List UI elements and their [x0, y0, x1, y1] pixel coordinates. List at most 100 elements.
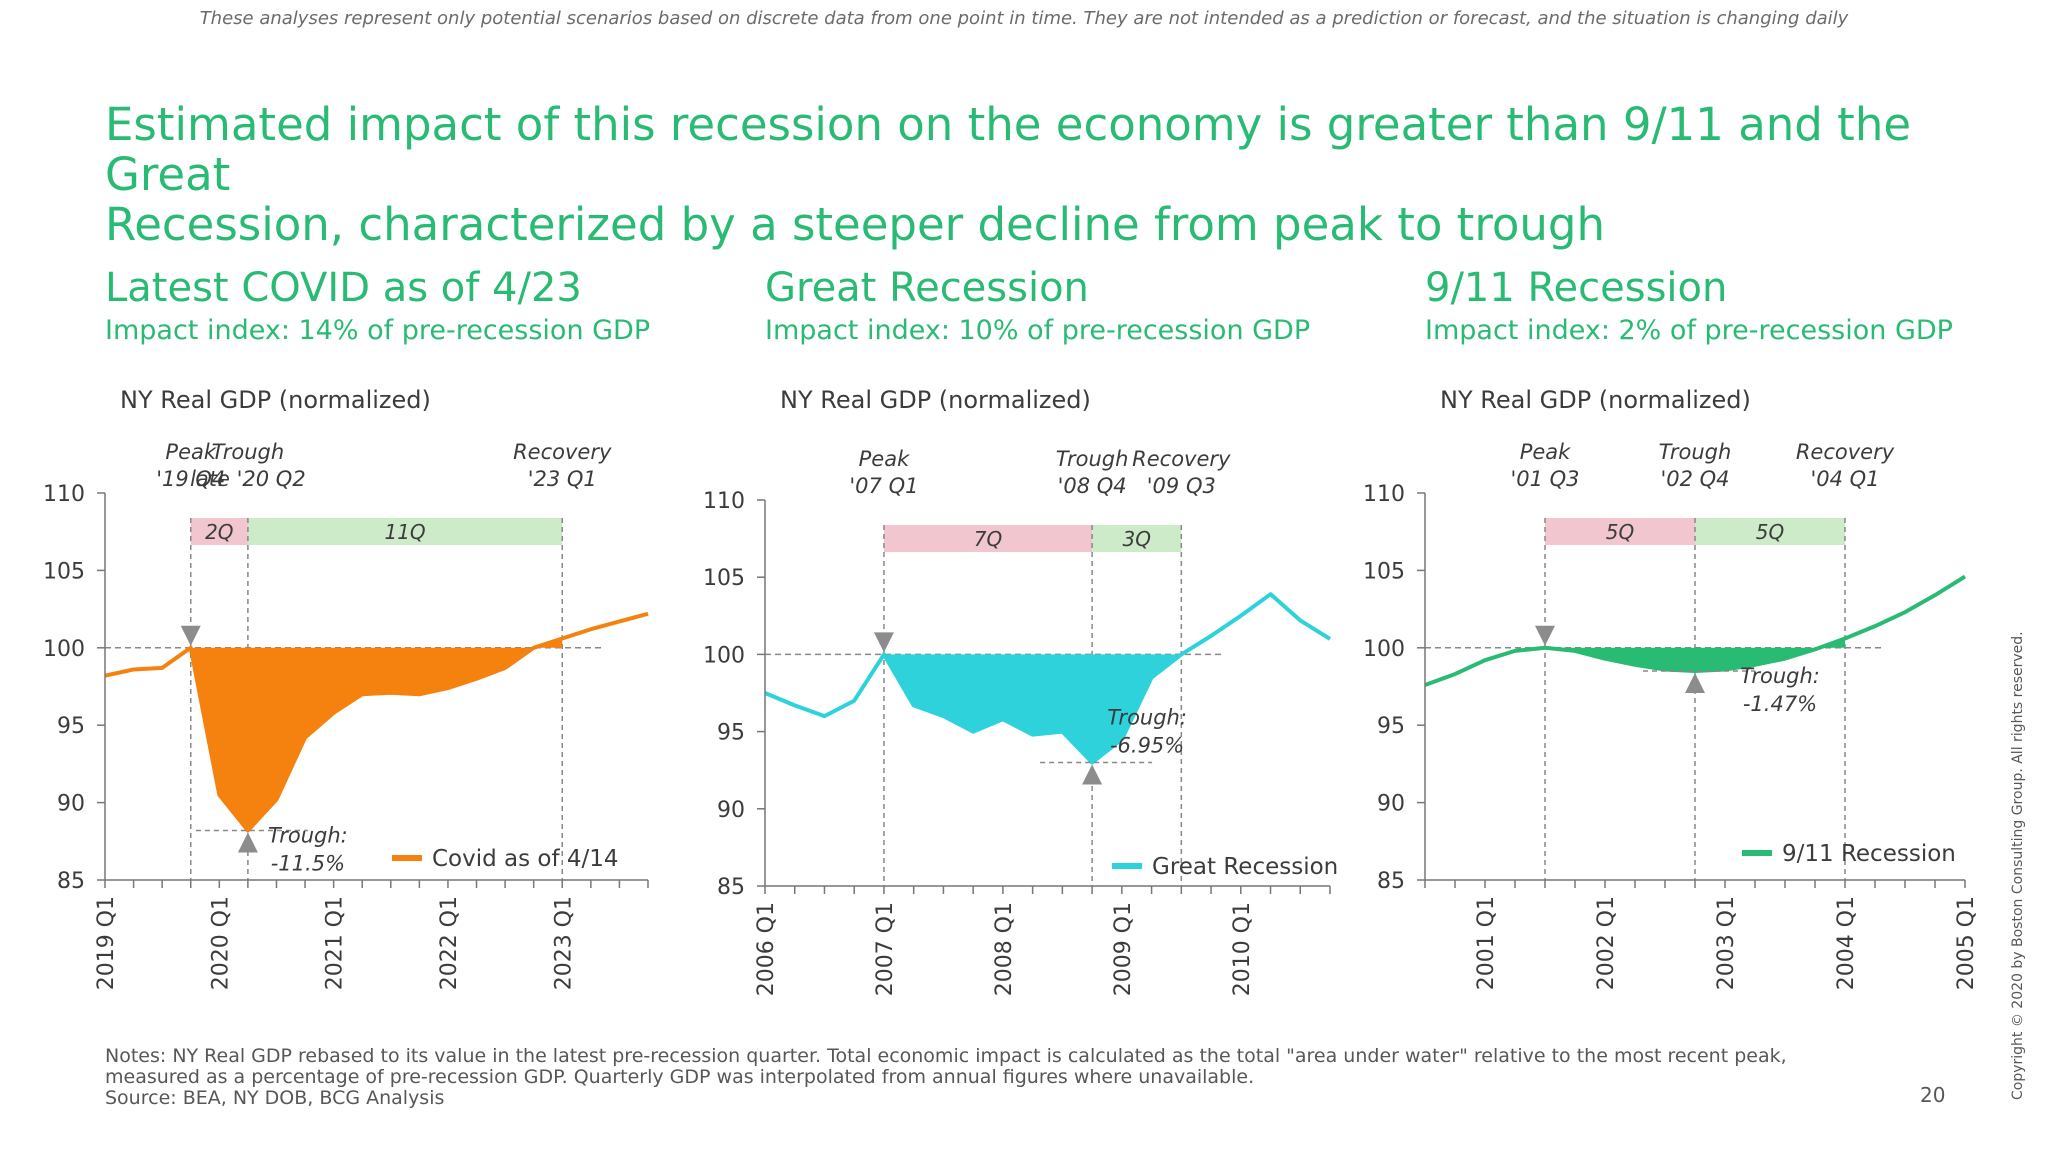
covid-y-tick-label: 105	[43, 559, 85, 584]
911-y-tick-label: 85	[1377, 869, 1405, 894]
great-recession-series-line	[764, 592, 1332, 765]
911-marker-date-0: '01 Q3	[1510, 467, 1579, 491]
great-recession-trough-label: Trough:	[1107, 705, 1187, 729]
covid-x-tick-label: 2023 Q1	[551, 896, 576, 990]
source-line: Source: BEA, NY DOB, BCG Analysis	[105, 1087, 445, 1109]
911-y-tick-label: 100	[1363, 637, 1405, 662]
911-duration-bar-decline	[1545, 518, 1695, 545]
great-recession-area-under-water	[883, 654, 1182, 763]
911-marker-date-2: '04 Q1	[1810, 467, 1879, 491]
great-recession-x-tick-label: 2008 Q1	[992, 902, 1017, 996]
great-recession-marker-date-0: '07 Q1	[849, 474, 918, 498]
great-recession-y-tick-label: 95	[717, 721, 745, 746]
great-recession-x-tick-label: 2009 Q1	[1111, 902, 1136, 996]
covid-marker-date-0: '19 Q4	[156, 467, 225, 491]
911-y-tick-label: 95	[1377, 714, 1405, 739]
great-recession-duration-bar-recovery	[1092, 525, 1182, 552]
911-marker-title-2: Recovery	[1796, 440, 1895, 464]
great-recession-x-tick-label: 2007 Q1	[873, 902, 898, 996]
axis-title-covid: NY Real GDP (normalized)	[120, 386, 431, 414]
covid-y-tick-label: 90	[57, 792, 85, 817]
911-x-tick-label: 2004 Q1	[1834, 896, 1859, 990]
great-recession-y-tick-label: 90	[717, 798, 745, 823]
covid-duration-label-recovery: 11Q	[384, 520, 425, 544]
notes: Notes: NY Real GDP rebased to its value …	[105, 1046, 1925, 1109]
great-recession-y-tick-label: 85	[717, 875, 745, 900]
911-marker-title-1: Trough	[1659, 440, 1732, 464]
great-recession-marker-date-2: '09 Q3	[1147, 474, 1216, 498]
great-recession-peak-triangle	[873, 632, 894, 653]
covid-marker-title-2: Recovery	[513, 440, 612, 464]
covid-trough-label: Trough:	[268, 823, 348, 847]
covid-duration-label-decline: 2Q	[205, 520, 233, 544]
911-legend-label: 9/11 Recession	[1782, 841, 1956, 867]
911-y-tick-label: 110	[1363, 482, 1405, 507]
covid-x-tick-label: 2021 Q1	[323, 896, 348, 990]
covid-trough-value: -11.5%	[271, 851, 345, 875]
911-area-under-water	[1545, 638, 1845, 672]
covid-x-tick-label: 2022 Q1	[437, 896, 462, 990]
great-recession-y-tick-label: 110	[703, 489, 745, 514]
covid-y-tick-label: 85	[57, 869, 85, 894]
axis-title-911: NY Real GDP (normalized)	[1440, 386, 1751, 414]
911-duration-label-decline: 5Q	[1606, 520, 1634, 544]
great-recession-marker-title-2: Recovery	[1132, 447, 1231, 471]
911-marker-title-0: Peak	[1520, 440, 1571, 464]
911-marker-date-1: '02 Q4	[1660, 467, 1729, 491]
great-recession-duration-label-recovery: 3Q	[1122, 527, 1150, 551]
911-x-tick-label: 2005 Q1	[1954, 896, 1979, 990]
911-duration-label-recovery: 5Q	[1756, 520, 1784, 544]
covid-duration-bar-decline	[190, 518, 248, 545]
covid-y-tick-label: 110	[43, 482, 85, 507]
covid-duration-bar-recovery	[247, 518, 563, 545]
covid-x-tick-label: 2019 Q1	[94, 896, 119, 990]
covid-trough-triangle	[237, 832, 258, 853]
page-title-line-1: Estimated impact of this recession on th…	[105, 98, 1912, 201]
covid-y-tick-label: 95	[57, 714, 85, 739]
panel-subtitle-911: Impact index: 2% of pre-recession GDP	[1425, 315, 1953, 346]
great-recession-y-tick-label: 100	[703, 643, 745, 668]
page-title-line-2: Recession, characterized by a steeper de…	[105, 198, 1605, 251]
covid-peak-triangle	[180, 625, 201, 646]
911-duration-bar-recovery	[1695, 518, 1845, 545]
great-recession-x-tick-label: 2006 Q1	[754, 902, 779, 996]
panel-title-covid: Latest COVID as of 4/23	[105, 265, 582, 311]
disclaimer: These analyses represent only potential …	[199, 8, 1849, 29]
great-recession-marker-title-1: Trough	[1056, 447, 1129, 471]
great-recession-x-tick-label: 2010 Q1	[1230, 902, 1255, 996]
911-x-tick-label: 2002 Q1	[1594, 896, 1619, 990]
911-y-tick-label: 105	[1363, 559, 1405, 584]
great-recession-trough-value: -6.95%	[1110, 733, 1184, 757]
covid-marker-title-0: Peak	[165, 440, 216, 464]
covid-marker-date-1: late '20 Q2	[190, 467, 306, 491]
covid-y-tick-label: 100	[43, 637, 85, 662]
page-number: 20	[1920, 1083, 1946, 1107]
great-recession-duration-label-decline: 7Q	[974, 527, 1002, 551]
notes-line-2: measured as a percentage of pre-recessio…	[105, 1066, 1255, 1088]
covid-x-tick-label: 2020 Q1	[208, 896, 233, 990]
page-title: Estimated impact of this recession on th…	[105, 100, 1965, 250]
great-recession-marker-date-1: '08 Q4	[1058, 474, 1127, 498]
911-x-tick-label: 2003 Q1	[1714, 896, 1739, 990]
covid-marker-date-2: '23 Q1	[528, 467, 597, 491]
911-trough-value: -1.47%	[1743, 692, 1817, 716]
911-series-line	[1424, 574, 1967, 687]
panel-title-911: 9/11 Recession	[1425, 265, 1728, 311]
911-y-tick-label: 90	[1377, 792, 1405, 817]
911-trough-triangle	[1685, 673, 1705, 694]
panel-subtitle-great-recession: Impact index: 10% of pre-recession GDP	[765, 315, 1311, 346]
great-recession-y-tick-label: 105	[703, 566, 745, 591]
notes-line-1: Notes: NY Real GDP rebased to its value …	[105, 1045, 1787, 1067]
copyright: Copyright © 2020 by Boston Consulting Gr…	[2010, 631, 2026, 1100]
covid-series-line	[104, 611, 649, 833]
great-recession-duration-bar-decline	[883, 525, 1093, 552]
great-recession-legend-label: Great Recession	[1152, 854, 1338, 880]
axis-title-great-recession: NY Real GDP (normalized)	[780, 386, 1091, 414]
covid-legend-label: Covid as of 4/14	[432, 846, 619, 872]
911-x-tick-label: 2001 Q1	[1474, 896, 1499, 990]
great-recession-marker-title-0: Peak	[859, 447, 910, 471]
panel-title-great-recession: Great Recession	[765, 265, 1089, 311]
911-peak-triangle	[1535, 625, 1555, 646]
covid-marker-title-1: Trough	[212, 440, 285, 464]
